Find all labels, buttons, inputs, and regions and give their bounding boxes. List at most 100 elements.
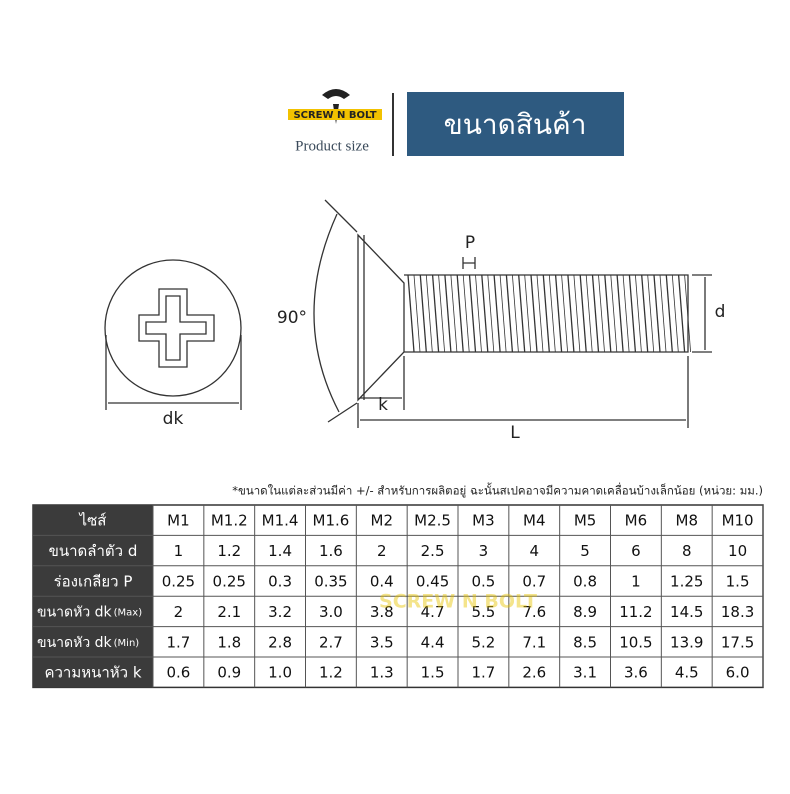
thread	[419, 274, 427, 353]
thread	[444, 274, 452, 353]
cell: 0.7	[522, 573, 546, 591]
thread	[616, 274, 624, 353]
cell: 2.5	[421, 542, 445, 560]
thread	[481, 274, 489, 353]
thread	[450, 274, 458, 353]
cell: 1.6	[319, 542, 343, 560]
thread	[610, 274, 618, 353]
thread	[487, 274, 495, 353]
thread	[425, 274, 433, 353]
l-label: L	[510, 423, 520, 443]
angle-ext	[324, 199, 358, 423]
cell: 0.45	[416, 573, 449, 591]
cell: 1.0	[268, 664, 292, 682]
cell: 18.3	[721, 603, 754, 621]
angle-label: 90°	[277, 308, 307, 328]
pitch-mark	[462, 257, 476, 269]
thread	[598, 274, 605, 353]
cell: 3.6	[624, 664, 648, 682]
logo-band	[288, 109, 382, 120]
cell: 11.2	[619, 603, 652, 621]
subtitle: Product size	[295, 138, 369, 154]
cell: 2.7	[319, 633, 343, 651]
cell: 4	[529, 542, 539, 560]
thread	[512, 274, 519, 353]
size-header: M5	[574, 512, 597, 530]
row-label: ร่องเกลียว P	[54, 573, 133, 591]
cell: 1.5	[421, 664, 445, 682]
cell: 0.35	[314, 573, 347, 591]
thread	[548, 274, 556, 353]
thread	[530, 274, 538, 353]
header-label: ไซส์	[79, 512, 107, 530]
k-label: k	[378, 395, 388, 415]
cell: 17.5	[721, 633, 754, 651]
pitch-label: P	[465, 233, 475, 253]
cell: 3.1	[573, 664, 597, 682]
cell: 5.2	[471, 633, 495, 651]
cell: 3.5	[370, 633, 394, 651]
thread	[591, 274, 600, 353]
front-view	[104, 259, 242, 410]
thread	[677, 274, 686, 353]
cell: 8.5	[573, 633, 597, 651]
cell: 2	[174, 603, 184, 621]
size-header: M8	[676, 512, 699, 530]
size-header: M6	[625, 512, 648, 530]
thread	[665, 274, 673, 353]
cell: 5	[580, 542, 590, 560]
thread	[573, 274, 581, 353]
thread	[499, 274, 507, 353]
cell: 10	[728, 542, 747, 560]
row-label-main: ขนาดหัว dk	[37, 604, 113, 620]
thread	[628, 274, 637, 353]
thread	[641, 274, 649, 353]
cell: 1.8	[217, 633, 241, 651]
thread	[635, 274, 642, 353]
cell: 10.5	[619, 633, 652, 651]
row-label-main: ขนาดหัว dk	[37, 635, 113, 651]
thread	[653, 274, 661, 353]
thread	[438, 274, 445, 353]
note: *ขนาดในแต่ละส่วนมีค่า +/- สำหรับการผลิตอ…	[232, 483, 763, 498]
head-circle	[104, 259, 242, 397]
row-label: ความหนาหัว k	[44, 664, 141, 682]
thread	[554, 274, 563, 353]
watermark: SCREW N BOLT	[379, 591, 537, 613]
recess-inner	[145, 295, 207, 361]
thread	[524, 274, 532, 353]
size-header: M1	[167, 512, 190, 530]
thread	[647, 274, 655, 353]
size-header: M4	[523, 512, 546, 530]
cell: 8	[682, 542, 692, 560]
thread	[671, 274, 679, 353]
thread	[684, 274, 691, 353]
thread	[585, 274, 593, 353]
dk-label: dk	[163, 409, 184, 429]
thread	[567, 274, 575, 353]
phillips-recess	[138, 288, 215, 368]
cell: 4.4	[421, 633, 445, 651]
size-header: M2.5	[414, 512, 451, 530]
size-header: M3	[472, 512, 495, 530]
thread	[518, 274, 526, 353]
cell: 2	[377, 542, 387, 560]
cell: 2.8	[268, 633, 292, 651]
cell: 8.9	[573, 603, 597, 621]
cell: 7.6	[522, 603, 546, 621]
thread	[604, 274, 612, 353]
cell: 1.2	[217, 542, 241, 560]
cell: 14.5	[670, 603, 703, 621]
thread	[462, 274, 470, 353]
size-header: M1.2	[211, 512, 248, 530]
thread	[659, 274, 667, 353]
cell: 13.9	[670, 633, 703, 651]
side-view	[313, 199, 712, 428]
cell: 3	[479, 542, 489, 560]
logo-text: SCREW N BOLT	[293, 110, 376, 121]
logo-icon	[322, 89, 350, 124]
cell: 3.2	[268, 603, 292, 621]
thread	[475, 274, 482, 353]
cell: 3.0	[319, 603, 343, 621]
